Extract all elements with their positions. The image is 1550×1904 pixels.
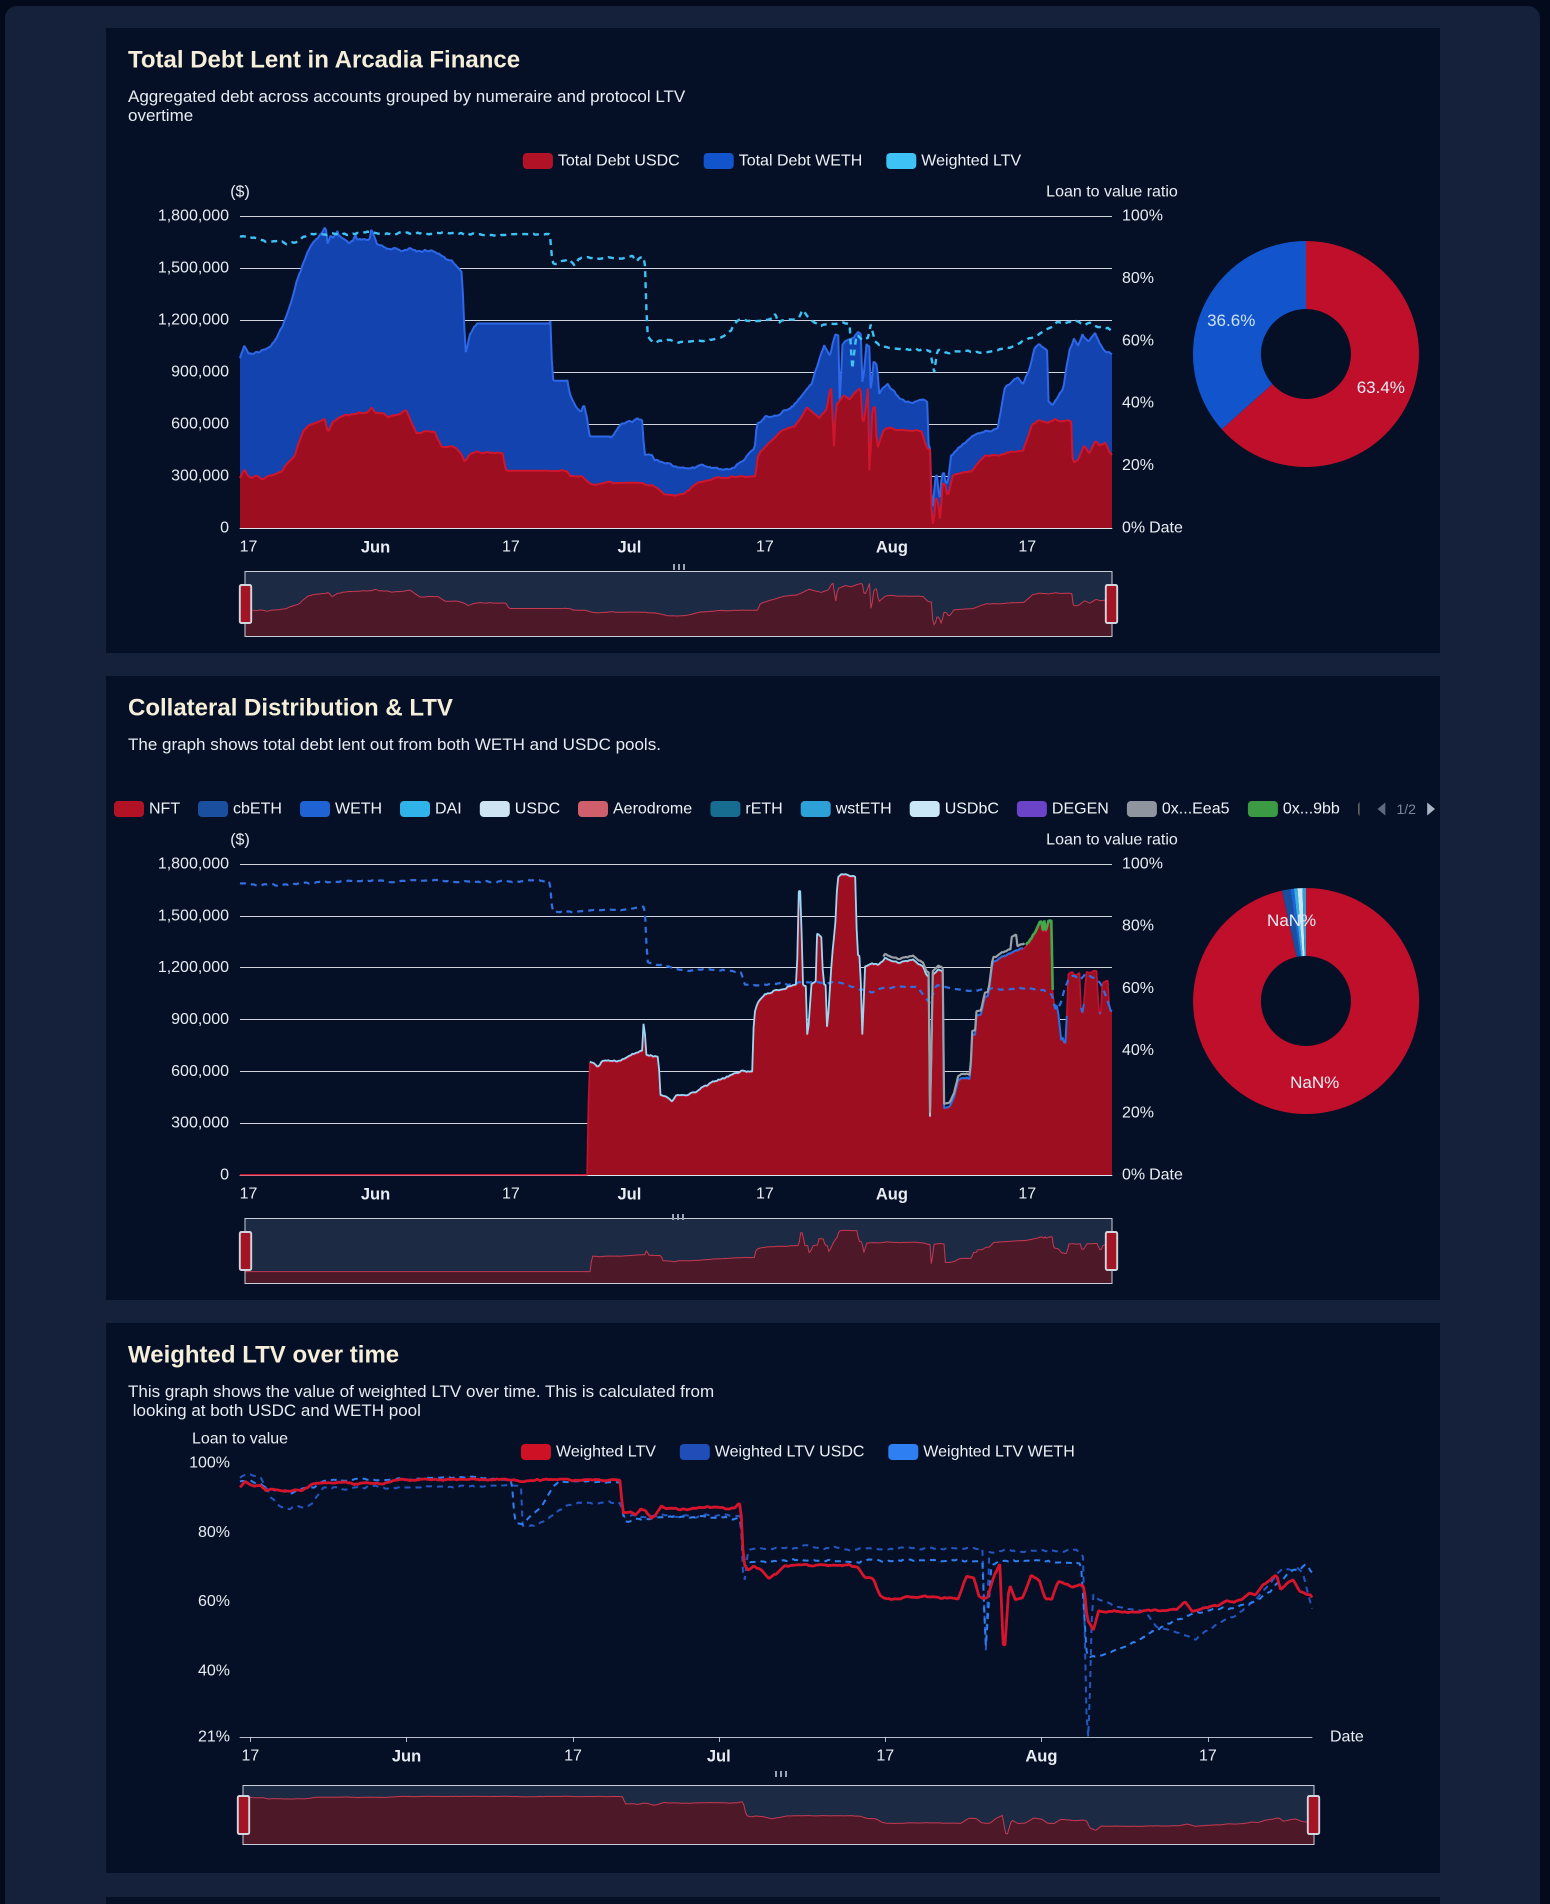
svg-text:60%: 60% bbox=[198, 1593, 230, 1610]
svg-text:The graph shows total debt len: The graph shows total debt lent out from… bbox=[128, 735, 661, 754]
svg-text:Loan to value ratio: Loan to value ratio bbox=[1046, 832, 1178, 849]
svg-text:Weighted LTV: Weighted LTV bbox=[921, 153, 1021, 170]
svg-text:100%: 100% bbox=[189, 1455, 230, 1472]
svg-text:Date: Date bbox=[1149, 520, 1183, 537]
svg-text:Weighted LTV WETH: Weighted LTV WETH bbox=[923, 1444, 1074, 1461]
svg-text:Aerodrome: Aerodrome bbox=[613, 801, 692, 818]
svg-text:Aug: Aug bbox=[876, 1185, 908, 1203]
svg-text:Jul: Jul bbox=[617, 1185, 641, 1203]
svg-text:40%: 40% bbox=[1122, 1042, 1154, 1059]
svg-text:17: 17 bbox=[756, 539, 774, 556]
svg-text:Total Debt WETH: Total Debt WETH bbox=[739, 153, 863, 170]
svg-text:21%: 21% bbox=[198, 1729, 230, 1746]
svg-text:Aug: Aug bbox=[876, 538, 908, 556]
svg-text:Collateral Distribution & LTV: Collateral Distribution & LTV bbox=[128, 695, 453, 722]
svg-text:Weighted LTV: Weighted LTV bbox=[556, 1444, 656, 1461]
svg-text:Jul: Jul bbox=[617, 538, 641, 556]
svg-text:Weighted LTV USDC: Weighted LTV USDC bbox=[715, 1444, 865, 1461]
svg-text:80%: 80% bbox=[198, 1524, 230, 1541]
svg-text:300,000: 300,000 bbox=[171, 1115, 229, 1132]
svg-text:40%: 40% bbox=[1122, 395, 1154, 412]
svg-text:($): ($) bbox=[230, 184, 250, 201]
svg-text:80%: 80% bbox=[1122, 918, 1154, 935]
svg-text:Jun: Jun bbox=[361, 1185, 390, 1203]
svg-text:Weighted LTV over time: Weighted LTV over time bbox=[128, 1342, 399, 1369]
svg-text:17: 17 bbox=[240, 539, 258, 556]
svg-text:Date: Date bbox=[1330, 1729, 1364, 1746]
svg-text:100%: 100% bbox=[1122, 208, 1163, 225]
svg-text:This graph shows the value of: This graph shows the value of weighted L… bbox=[128, 1382, 714, 1401]
svg-text:Date: Date bbox=[1149, 1167, 1183, 1184]
svg-text:40%: 40% bbox=[198, 1663, 230, 1680]
svg-text:USDbC: USDbC bbox=[945, 801, 999, 818]
svg-text:cbETH: cbETH bbox=[233, 801, 282, 818]
svg-text:80%: 80% bbox=[1122, 270, 1154, 287]
svg-text:USDC: USDC bbox=[515, 801, 560, 818]
svg-text:300,000: 300,000 bbox=[171, 468, 229, 485]
svg-text:17: 17 bbox=[876, 1748, 894, 1765]
svg-text:NaN%: NaN% bbox=[1290, 1073, 1339, 1092]
svg-text:Total Debt Lent in Arcadia Fin: Total Debt Lent in Arcadia Finance bbox=[128, 47, 520, 74]
svg-text:17: 17 bbox=[502, 1186, 520, 1203]
svg-text:DAI: DAI bbox=[435, 801, 462, 818]
svg-text:17: 17 bbox=[564, 1748, 582, 1765]
svg-text:Loan to value ratio: Loan to value ratio bbox=[1046, 184, 1178, 201]
svg-text:17: 17 bbox=[1018, 1186, 1036, 1203]
svg-text:0: 0 bbox=[220, 1167, 229, 1184]
svg-text:100%: 100% bbox=[1122, 856, 1163, 873]
svg-text:looking at both USDC and WETH: looking at both USDC and WETH pool bbox=[128, 1401, 421, 1420]
svg-text:20%: 20% bbox=[1122, 457, 1154, 474]
svg-text:900,000: 900,000 bbox=[171, 1011, 229, 1028]
svg-text:NaN%: NaN% bbox=[1267, 911, 1316, 930]
svg-text:Loan to value: Loan to value bbox=[192, 1431, 288, 1448]
svg-text:Jul: Jul bbox=[707, 1747, 731, 1765]
svg-text:NFT: NFT bbox=[149, 801, 180, 818]
svg-text:1,500,000: 1,500,000 bbox=[158, 907, 229, 924]
svg-text:1/2: 1/2 bbox=[1396, 801, 1416, 817]
svg-text:600,000: 600,000 bbox=[171, 1063, 229, 1080]
svg-text:wstETH: wstETH bbox=[835, 801, 892, 818]
svg-text:Aug: Aug bbox=[1025, 1747, 1057, 1765]
svg-text:Total Debt USDC: Total Debt USDC bbox=[558, 153, 680, 170]
svg-text:overtime: overtime bbox=[128, 106, 193, 125]
svg-text:60%: 60% bbox=[1122, 980, 1154, 997]
svg-text:0%: 0% bbox=[1122, 520, 1145, 537]
svg-text:36.6%: 36.6% bbox=[1207, 311, 1255, 330]
svg-text:0%: 0% bbox=[1122, 1167, 1145, 1184]
svg-text:17: 17 bbox=[1018, 539, 1036, 556]
svg-text:900,000: 900,000 bbox=[171, 364, 229, 381]
svg-text:Jun: Jun bbox=[392, 1747, 421, 1765]
svg-text:17: 17 bbox=[1199, 1748, 1217, 1765]
svg-text:0: 0 bbox=[220, 520, 229, 537]
svg-text:1,500,000: 1,500,000 bbox=[158, 260, 229, 277]
svg-text:1,200,000: 1,200,000 bbox=[158, 312, 229, 329]
svg-text:1,200,000: 1,200,000 bbox=[158, 959, 229, 976]
svg-text:WETH: WETH bbox=[335, 801, 382, 818]
svg-text:($): ($) bbox=[230, 832, 250, 849]
svg-text:17: 17 bbox=[240, 1186, 258, 1203]
svg-text:20%: 20% bbox=[1122, 1104, 1154, 1121]
svg-text:17: 17 bbox=[242, 1748, 260, 1765]
svg-text:17: 17 bbox=[502, 539, 520, 556]
svg-text:1,800,000: 1,800,000 bbox=[158, 856, 229, 873]
svg-text:17: 17 bbox=[756, 1186, 774, 1203]
svg-text:Jun: Jun bbox=[361, 538, 390, 556]
svg-text:1,800,000: 1,800,000 bbox=[158, 208, 229, 225]
svg-text:63.4%: 63.4% bbox=[1357, 378, 1405, 397]
svg-text:0x...9bb: 0x...9bb bbox=[1283, 801, 1340, 818]
svg-text:DEGEN: DEGEN bbox=[1052, 801, 1109, 818]
svg-text:600,000: 600,000 bbox=[171, 416, 229, 433]
svg-text:60%: 60% bbox=[1122, 332, 1154, 349]
svg-text:Aggregated debt across account: Aggregated debt across accounts grouped … bbox=[128, 87, 686, 106]
svg-text:rETH: rETH bbox=[745, 801, 782, 818]
svg-text:0x...Eea5: 0x...Eea5 bbox=[1162, 801, 1230, 818]
